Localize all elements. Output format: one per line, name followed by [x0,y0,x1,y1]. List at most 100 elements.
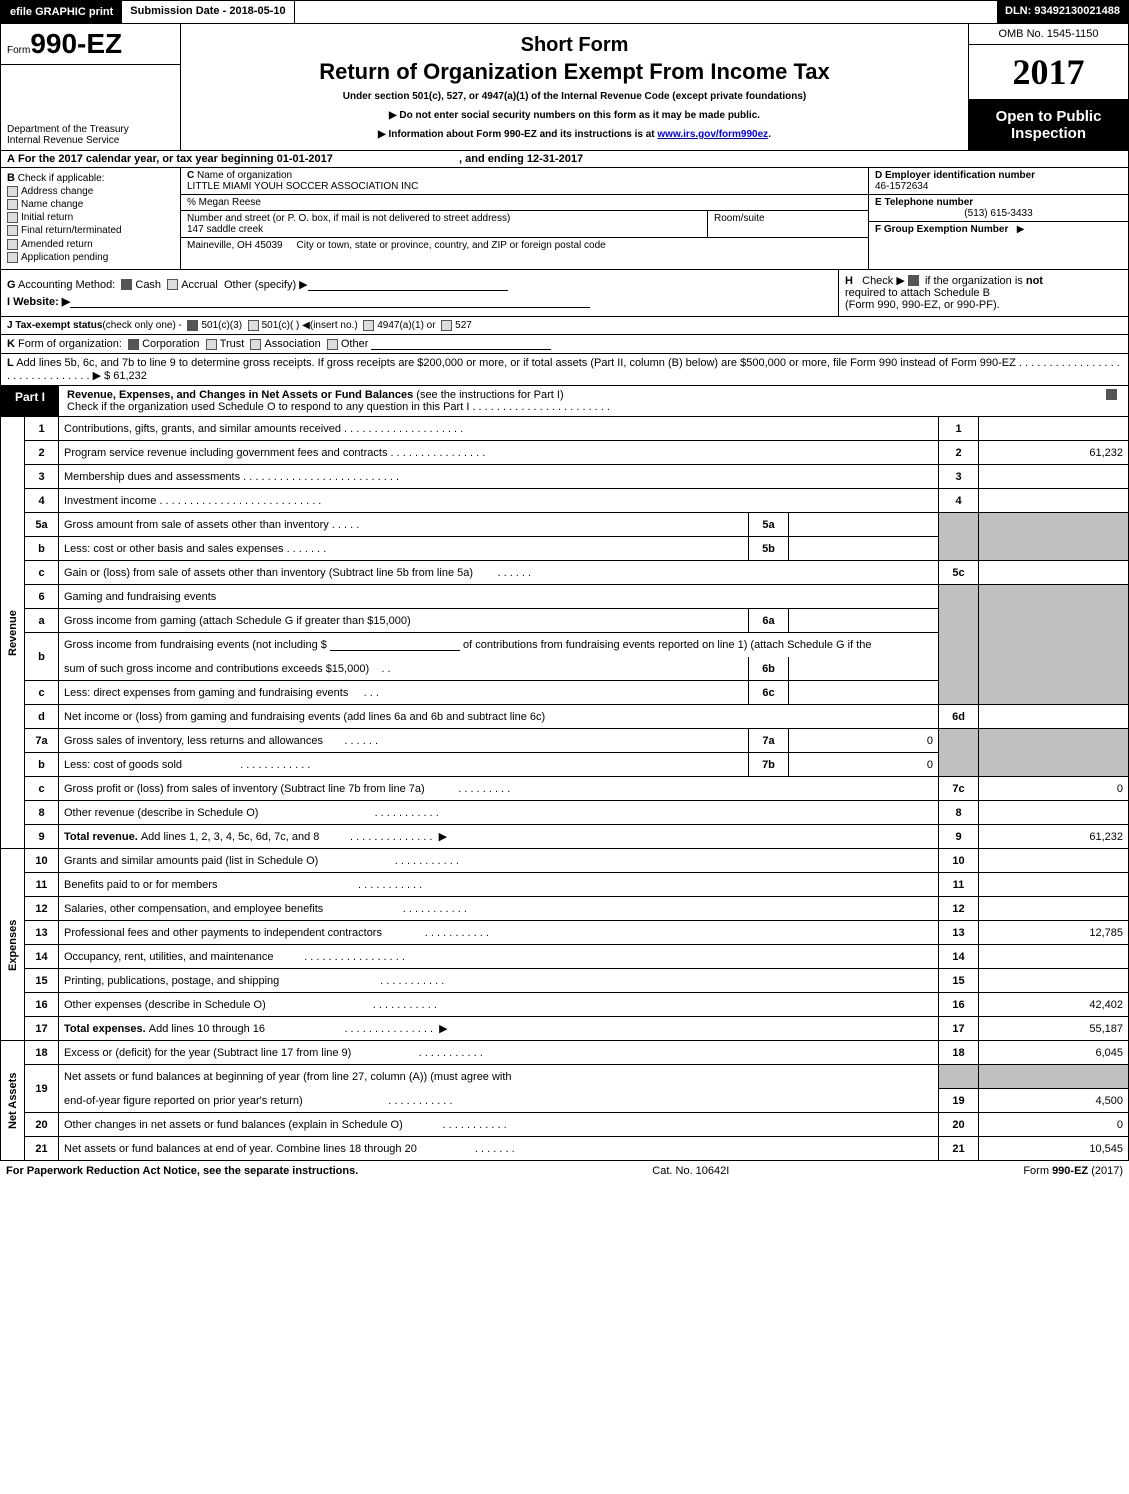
section-f-group: F Group Exemption Number ▶ [869,222,1128,269]
amt-16: 42,402 [979,993,1129,1017]
line-g-accounting: G Accounting Method: Cash Accrual Other … [7,278,832,291]
amt-17: 55,187 [979,1017,1129,1041]
footer-cat: Cat. No. 10642I [652,1165,729,1177]
table-row: c Gross profit or (loss) from sales of i… [1,777,1129,801]
table-row: 21 Net assets or fund balances at end of… [1,1137,1129,1161]
form-note-1: ▶ Do not enter social security numbers o… [191,110,958,121]
gross-receipts-amount: ▶ $ 61,232 [93,370,147,382]
table-row: 15 Printing, publications, postage, and … [1,969,1129,993]
table-row: 7a Gross sales of inventory, less return… [1,729,1129,753]
table-row: 20 Other changes in net assets or fund b… [1,1113,1129,1137]
tax-year: 2017 [969,45,1128,99]
table-row: 3 Membership dues and assessments . . . … [1,465,1129,489]
table-row: 17 Total expenses. Add lines 10 through … [1,1017,1129,1041]
chk-501c[interactable] [248,320,259,331]
amt-7c: 0 [979,777,1129,801]
row-l-gross-receipts: L Add lines 5b, 6c, and 7b to line 9 to … [0,354,1129,386]
row-k-form-org: K Form of organization: Corporation Trus… [0,335,1129,354]
chk-501c3[interactable] [187,320,198,331]
table-row: 19 Net assets or fund balances at beginn… [1,1065,1129,1089]
chk-final-return[interactable]: Final return/terminated [7,225,174,236]
submission-date: Submission Date - 2018-05-10 [122,1,294,23]
dln: DLN: 93492130021488 [997,1,1128,23]
table-row: d Net income or (loss) from gaming and f… [1,705,1129,729]
chk-h[interactable] [908,275,919,286]
amt-21: 10,545 [979,1137,1129,1161]
section-h: H Check ▶ if the organization is not req… [838,270,1128,316]
chk-schedule-o[interactable] [1106,389,1117,400]
chk-amended[interactable]: Amended return [7,239,174,250]
amt-7b: 0 [788,753,938,777]
form-title: Return of Organization Exempt From Incom… [191,59,958,85]
org-name: LITTLE MIAMI YOUH SOCCER ASSOCIATION INC [187,181,418,192]
chk-accrual[interactable] [167,279,178,290]
section-c-street: Number and street (or P. O. box, if mail… [181,211,708,237]
table-row: 6 Gaming and fundraising events [1,585,1129,609]
table-row: 16 Other expenses (describe in Schedule … [1,993,1129,1017]
amt-18: 6,045 [979,1041,1129,1065]
instructions-link[interactable]: www.irs.gov/form990ez [657,129,768,140]
open-to-public: Open to PublicInspection [969,99,1128,150]
chk-assoc[interactable] [250,339,261,350]
page-footer: For Paperwork Reduction Act Notice, see … [0,1161,1129,1181]
table-row: 8 Other revenue (describe in Schedule O)… [1,801,1129,825]
amt-7a: 0 [788,729,938,753]
section-c-co: % Megan Reese [181,195,868,211]
chk-other-org[interactable] [327,339,338,350]
omb-number: OMB No. 1545-1150 [969,24,1128,45]
section-c-city: Maineville, OH 45039 City or town, state… [181,237,868,253]
form-header: Form990-EZ Department of the Treasury In… [0,24,1129,151]
short-form-label: Short Form [191,34,958,57]
efile-print-button[interactable]: efile GRAPHIC print [1,1,122,23]
table-row: 11 Benefits paid to or for members . . .… [1,873,1129,897]
part-1-header: Part I Revenue, Expenses, and Changes in… [0,386,1129,417]
table-row: 9 Total revenue. Add lines 1, 2, 3, 4, 5… [1,825,1129,849]
amt-19: 4,500 [979,1089,1129,1113]
row-ghi: G Accounting Method: Cash Accrual Other … [0,270,1129,317]
chk-initial-return[interactable]: Initial return [7,212,174,223]
amt-20: 0 [979,1113,1129,1137]
form-id: Form990-EZ [1,24,180,64]
table-row: 13 Professional fees and other payments … [1,921,1129,945]
side-revenue: Revenue [1,417,25,849]
amt-9: 61,232 [979,825,1129,849]
footer-left: For Paperwork Reduction Act Notice, see … [6,1165,358,1177]
side-expenses: Expenses [1,849,25,1041]
chk-app-pending[interactable]: Application pending [7,252,174,263]
phone-value: (513) 615-3433 [875,208,1122,219]
table-row: 5a Gross amount from sale of assets othe… [1,513,1129,537]
chk-527[interactable] [441,320,452,331]
street-address: 147 saddle creek [187,224,263,235]
table-row: 14 Occupancy, rent, utilities, and maint… [1,945,1129,969]
chk-4947[interactable] [363,320,374,331]
row-j-tax-exempt: J Tax-exempt status(check only one) - 50… [0,317,1129,335]
chk-address-change[interactable]: Address change [7,186,174,197]
table-row: Net Assets 18 Excess or (deficit) for th… [1,1041,1129,1065]
amt-13: 12,785 [979,921,1129,945]
chk-trust[interactable] [206,339,217,350]
top-bar: efile GRAPHIC print Submission Date - 20… [0,0,1129,24]
row-a-tax-year: A For the 2017 calendar year, or tax yea… [0,151,1129,168]
section-c-room: Room/suite [708,211,868,237]
table-row: Expenses 10 Grants and similar amounts p… [1,849,1129,873]
section-e-phone: E Telephone number (513) 615-3433 [869,195,1128,222]
table-row: Revenue 1 Contributions, gifts, grants, … [1,417,1129,441]
amt-2: 61,232 [979,441,1129,465]
form-subtitle: Under section 501(c), 527, or 4947(a)(1)… [191,91,958,102]
part-1-title: Revenue, Expenses, and Changes in Net As… [67,389,413,401]
block-b-to-f: B Check if applicable: Address change Na… [0,168,1129,270]
table-row: 2 Program service revenue including gove… [1,441,1129,465]
section-d-ein: D Employer identification number 46-1572… [869,168,1128,195]
department: Department of the Treasury Internal Reve… [1,64,180,150]
table-row: c Gain or (loss) from sale of assets oth… [1,561,1129,585]
chk-corp[interactable] [128,339,139,350]
table-row: end-of-year figure reported on prior yea… [1,1089,1129,1113]
footer-form: Form 990-EZ (2017) [1023,1165,1123,1177]
chk-cash[interactable] [121,279,132,290]
side-net-assets: Net Assets [1,1041,25,1161]
ein-value: 46-1572634 [875,181,928,192]
part-1-table: Revenue 1 Contributions, gifts, grants, … [0,417,1129,1162]
chk-name-change[interactable]: Name change [7,199,174,210]
form-note-2: ▶ Information about Form 990-EZ and its … [191,129,958,140]
table-row: 12 Salaries, other compensation, and emp… [1,897,1129,921]
